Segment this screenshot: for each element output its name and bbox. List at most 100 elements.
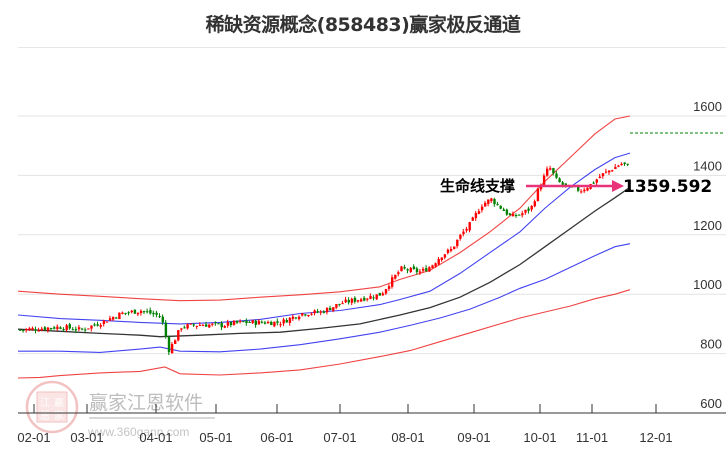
- candle-down: [496, 204, 499, 206]
- candle-up: [437, 259, 440, 265]
- support-value: 1359.592: [623, 177, 712, 197]
- candle-down: [564, 183, 567, 186]
- candle-up: [56, 326, 59, 330]
- candle-down: [161, 316, 164, 323]
- y-tick-label: 1200: [693, 218, 722, 233]
- candle-up: [524, 209, 527, 213]
- candle-down: [133, 309, 137, 314]
- candle-up: [598, 176, 602, 179]
- candle-up: [341, 303, 344, 305]
- candle-down: [353, 297, 357, 302]
- candle-up: [37, 330, 40, 332]
- x-axis: 02-01 03-01 04-01 05-01 06-01 07-01 08-01 09-01…: [17, 404, 726, 445]
- candle-down: [155, 312, 158, 315]
- candle-up: [298, 316, 301, 320]
- candle-down: [304, 314, 307, 316]
- candle-down: [322, 311, 326, 313]
- candle-up: [375, 294, 378, 300]
- candle-up: [350, 298, 354, 303]
- candle-down: [577, 186, 580, 191]
- support-label: 生命线支撑: [440, 177, 515, 195]
- candle-up: [449, 249, 453, 251]
- candle-up: [282, 319, 285, 324]
- candle-up: [474, 213, 478, 219]
- candle-down: [518, 214, 521, 216]
- candle-up: [397, 272, 400, 275]
- candle-up: [130, 310, 133, 313]
- candle-up: [400, 266, 403, 272]
- candle-down: [127, 312, 130, 314]
- candle-down: [285, 320, 288, 323]
- candle-down: [527, 208, 530, 211]
- candle-down: [84, 329, 87, 331]
- candle-up: [105, 321, 109, 323]
- channel-lines: [17, 115, 631, 379]
- candle-down: [626, 163, 629, 165]
- candle-up: [208, 324, 211, 328]
- candle-down: [152, 312, 155, 315]
- candle-up: [456, 239, 459, 247]
- candle-up: [87, 328, 90, 330]
- candle-down: [19, 329, 22, 331]
- candle-up: [344, 299, 347, 303]
- svg-text:家: 家: [54, 409, 64, 422]
- candle-down: [53, 327, 56, 329]
- candle-up: [614, 166, 617, 170]
- candle-down: [270, 321, 273, 326]
- candle-up: [586, 187, 589, 191]
- candle-up: [77, 327, 81, 330]
- candle-down: [217, 323, 220, 325]
- candle-down: [74, 329, 78, 331]
- candle-down: [96, 324, 99, 326]
- candle-down: [245, 320, 248, 324]
- candle-down: [623, 162, 626, 165]
- x-tick-label: 06-01: [260, 430, 293, 445]
- support-annotation: 生命线支撑 1359.592: [440, 177, 712, 197]
- candle-down: [146, 311, 149, 313]
- candle-up: [356, 300, 360, 302]
- candle-down: [158, 316, 161, 318]
- x-tick-label: 05-01: [199, 430, 232, 445]
- candle-up: [608, 170, 611, 173]
- candle-down: [412, 266, 416, 270]
- y-tick-label: 1000: [693, 277, 722, 292]
- candle-up: [31, 328, 34, 330]
- x-tick-label: 08-01: [391, 430, 424, 445]
- candle-down: [59, 327, 62, 329]
- candle-up: [521, 213, 524, 216]
- candle-up: [471, 217, 474, 221]
- outer-upper-band-line: [17, 115, 631, 302]
- candle-down: [592, 182, 595, 184]
- candle-up: [211, 323, 214, 325]
- price-candles: [19, 162, 629, 356]
- candle-down: [220, 322, 223, 328]
- candle-up: [99, 325, 102, 327]
- watermark-url: www.360gann.com: [87, 425, 189, 439]
- candle-down: [149, 310, 152, 314]
- candle-up: [487, 199, 490, 204]
- candle-up: [28, 328, 31, 331]
- candle-up: [542, 175, 546, 185]
- candle-up: [232, 321, 236, 325]
- x-tick-label: 07-01: [323, 430, 356, 445]
- candle-down: [214, 322, 217, 324]
- candle-down: [316, 311, 319, 313]
- candle-up: [25, 328, 28, 331]
- candle-down: [499, 205, 502, 209]
- candle-down: [276, 321, 279, 323]
- candle-down: [183, 327, 186, 329]
- candle-up: [310, 313, 313, 315]
- outer-lower-band-line: [17, 289, 631, 379]
- candle-up: [465, 228, 468, 231]
- candle-up: [428, 267, 431, 272]
- candle-up: [580, 191, 583, 193]
- candle-up: [453, 246, 456, 250]
- candle-up: [319, 311, 323, 313]
- candle-down: [124, 312, 127, 314]
- candle-down: [505, 209, 509, 215]
- candle-down: [81, 328, 84, 330]
- candle-down: [552, 168, 555, 174]
- candle-up: [102, 320, 106, 325]
- candle-down: [294, 317, 298, 319]
